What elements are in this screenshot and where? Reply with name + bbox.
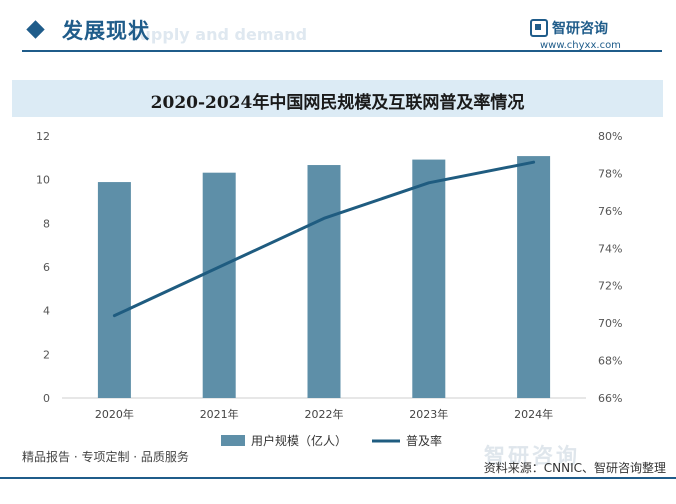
header-ghost-text: Supply and demand — [128, 25, 308, 44]
brand-name: 智研咨询 — [552, 21, 608, 37]
x-tick-label: 2024年 — [514, 407, 553, 421]
brand-block: 智研咨询 www.chyxx.com — [530, 16, 650, 51]
footer-divider — [0, 477, 676, 479]
brand-logo-icon — [530, 19, 548, 37]
x-tick-label: 2020年 — [95, 407, 134, 421]
x-tick-label: 2023年 — [409, 407, 448, 421]
bar — [307, 165, 341, 398]
y-right-tick-label: 78% — [598, 167, 622, 180]
y-right-tick-label: 68% — [598, 355, 622, 368]
y-right-tick-label: 74% — [598, 242, 622, 255]
bar — [412, 159, 446, 398]
y-left-tick-label: 8 — [43, 217, 50, 230]
data-source: 资料来源：CNNIC、智研咨询整理 — [483, 461, 666, 475]
y-left-tick-label: 12 — [36, 130, 50, 143]
x-tick-label: 2022年 — [305, 407, 344, 421]
header: Supply and demand 发展现状 智研咨询 www.chyxx.co… — [0, 0, 676, 66]
chart-legend: 用户规模（亿人） 普及率 — [221, 433, 442, 448]
footer-brand-watermark: 智研咨询 — [484, 444, 580, 468]
legend-label-line: 普及率 — [406, 433, 442, 448]
y-left-tick-label: 2 — [43, 348, 50, 361]
y-left-tick-label: 4 — [43, 305, 50, 318]
y-right-tick-label: 70% — [598, 317, 622, 330]
line-series — [112, 160, 536, 318]
bar — [517, 156, 551, 398]
y-left-tick-label: 0 — [43, 392, 50, 405]
y-right-tick-label: 76% — [598, 205, 622, 218]
y-right-tick-label: 80% — [598, 130, 622, 143]
y-left-tick-label: 10 — [36, 174, 50, 187]
line-path — [112, 160, 536, 318]
y-left-tick-label: 6 — [43, 261, 50, 274]
y-right-tick-label: 72% — [598, 280, 622, 293]
y-right-tick-label: 66% — [598, 392, 622, 405]
legend-swatch-bar — [221, 435, 245, 446]
bar — [202, 172, 236, 398]
section-title: 发展现状 — [62, 19, 150, 43]
header-divider — [22, 50, 662, 52]
x-tick-label: 2021年 — [200, 407, 239, 421]
bar-series — [97, 156, 551, 398]
chart-title-band: 2020-2024年中国网民规模及互联网普及率情况 — [12, 80, 663, 117]
brand-url: www.chyxx.com — [540, 40, 621, 51]
footer-tagline: 精品报告 · 专项定制 · 品质服务 — [22, 450, 189, 464]
legend-label-bar: 用户规模（亿人） — [251, 433, 347, 448]
bar — [97, 182, 131, 398]
chart-title: 2020-2024年中国网民规模及互联网普及率情况 — [150, 93, 525, 113]
